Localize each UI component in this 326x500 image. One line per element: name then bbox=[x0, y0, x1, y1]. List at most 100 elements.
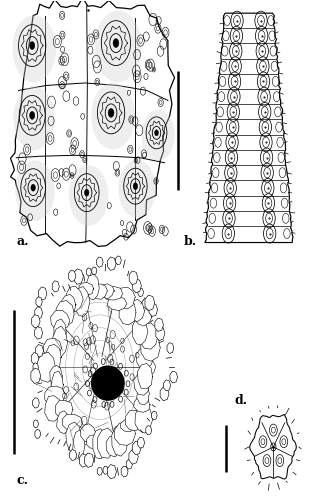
Polygon shape bbox=[121, 466, 128, 477]
Polygon shape bbox=[37, 352, 56, 382]
Polygon shape bbox=[92, 267, 97, 275]
Polygon shape bbox=[117, 287, 136, 309]
Polygon shape bbox=[134, 396, 150, 412]
Polygon shape bbox=[134, 374, 151, 396]
Polygon shape bbox=[164, 380, 171, 391]
Polygon shape bbox=[129, 271, 138, 284]
Circle shape bbox=[155, 130, 158, 136]
Polygon shape bbox=[31, 352, 39, 364]
Circle shape bbox=[133, 182, 138, 190]
Polygon shape bbox=[152, 411, 157, 420]
Polygon shape bbox=[103, 286, 123, 300]
Polygon shape bbox=[108, 257, 116, 270]
Polygon shape bbox=[106, 436, 121, 457]
Polygon shape bbox=[10, 0, 174, 246]
Polygon shape bbox=[146, 426, 152, 435]
Polygon shape bbox=[141, 359, 156, 375]
Polygon shape bbox=[85, 453, 94, 468]
Polygon shape bbox=[55, 400, 73, 419]
Text: b.: b. bbox=[184, 234, 197, 248]
Polygon shape bbox=[38, 287, 47, 300]
Polygon shape bbox=[32, 314, 40, 328]
Polygon shape bbox=[74, 286, 90, 316]
Polygon shape bbox=[74, 269, 83, 284]
Polygon shape bbox=[97, 428, 116, 458]
Polygon shape bbox=[31, 368, 41, 384]
Circle shape bbox=[69, 165, 108, 226]
Circle shape bbox=[113, 38, 119, 48]
Polygon shape bbox=[44, 338, 62, 356]
Circle shape bbox=[84, 189, 89, 196]
Polygon shape bbox=[156, 326, 165, 340]
Polygon shape bbox=[45, 386, 66, 407]
Polygon shape bbox=[160, 387, 169, 401]
Polygon shape bbox=[87, 435, 101, 448]
Polygon shape bbox=[138, 364, 153, 389]
Circle shape bbox=[118, 160, 156, 218]
Circle shape bbox=[30, 42, 35, 50]
Polygon shape bbox=[62, 414, 82, 431]
Polygon shape bbox=[136, 348, 153, 369]
Circle shape bbox=[12, 15, 56, 82]
Polygon shape bbox=[36, 297, 42, 307]
Polygon shape bbox=[108, 296, 127, 310]
Polygon shape bbox=[149, 303, 157, 316]
Polygon shape bbox=[52, 372, 64, 397]
Polygon shape bbox=[35, 307, 43, 319]
Polygon shape bbox=[155, 318, 163, 332]
Polygon shape bbox=[40, 266, 169, 468]
Polygon shape bbox=[250, 414, 296, 479]
Polygon shape bbox=[54, 319, 67, 345]
Polygon shape bbox=[50, 366, 63, 388]
Polygon shape bbox=[97, 467, 102, 475]
Polygon shape bbox=[81, 424, 96, 442]
Polygon shape bbox=[138, 288, 143, 296]
Polygon shape bbox=[66, 286, 83, 312]
Polygon shape bbox=[170, 371, 178, 383]
Polygon shape bbox=[79, 282, 94, 296]
Polygon shape bbox=[112, 425, 128, 456]
Text: d.: d. bbox=[234, 394, 247, 407]
Polygon shape bbox=[73, 430, 85, 460]
Polygon shape bbox=[86, 274, 99, 300]
Polygon shape bbox=[129, 300, 145, 322]
Circle shape bbox=[108, 108, 114, 118]
Circle shape bbox=[15, 160, 55, 221]
Polygon shape bbox=[35, 326, 43, 339]
Polygon shape bbox=[107, 464, 116, 479]
Polygon shape bbox=[132, 441, 141, 455]
Polygon shape bbox=[98, 284, 114, 298]
Polygon shape bbox=[129, 450, 138, 464]
Polygon shape bbox=[126, 460, 132, 469]
Circle shape bbox=[13, 86, 55, 150]
Polygon shape bbox=[138, 437, 145, 448]
Polygon shape bbox=[53, 326, 67, 356]
Polygon shape bbox=[79, 454, 88, 467]
Polygon shape bbox=[35, 430, 41, 438]
Polygon shape bbox=[57, 411, 70, 434]
Polygon shape bbox=[119, 298, 136, 325]
Polygon shape bbox=[140, 323, 158, 349]
Polygon shape bbox=[86, 268, 92, 276]
Polygon shape bbox=[93, 429, 107, 459]
Polygon shape bbox=[33, 363, 38, 372]
Polygon shape bbox=[103, 466, 108, 474]
Text: a.: a. bbox=[17, 234, 29, 248]
Polygon shape bbox=[70, 450, 77, 460]
Polygon shape bbox=[205, 13, 293, 242]
Polygon shape bbox=[137, 384, 150, 405]
Polygon shape bbox=[125, 410, 143, 430]
Polygon shape bbox=[141, 331, 160, 361]
Polygon shape bbox=[133, 279, 141, 293]
Polygon shape bbox=[56, 300, 74, 326]
Circle shape bbox=[91, 82, 135, 150]
Polygon shape bbox=[92, 284, 108, 300]
Polygon shape bbox=[132, 318, 148, 345]
Polygon shape bbox=[62, 294, 76, 316]
Polygon shape bbox=[36, 344, 44, 357]
Circle shape bbox=[30, 112, 35, 120]
Polygon shape bbox=[46, 344, 61, 372]
Polygon shape bbox=[52, 281, 59, 292]
Circle shape bbox=[141, 110, 175, 160]
Polygon shape bbox=[135, 406, 153, 433]
